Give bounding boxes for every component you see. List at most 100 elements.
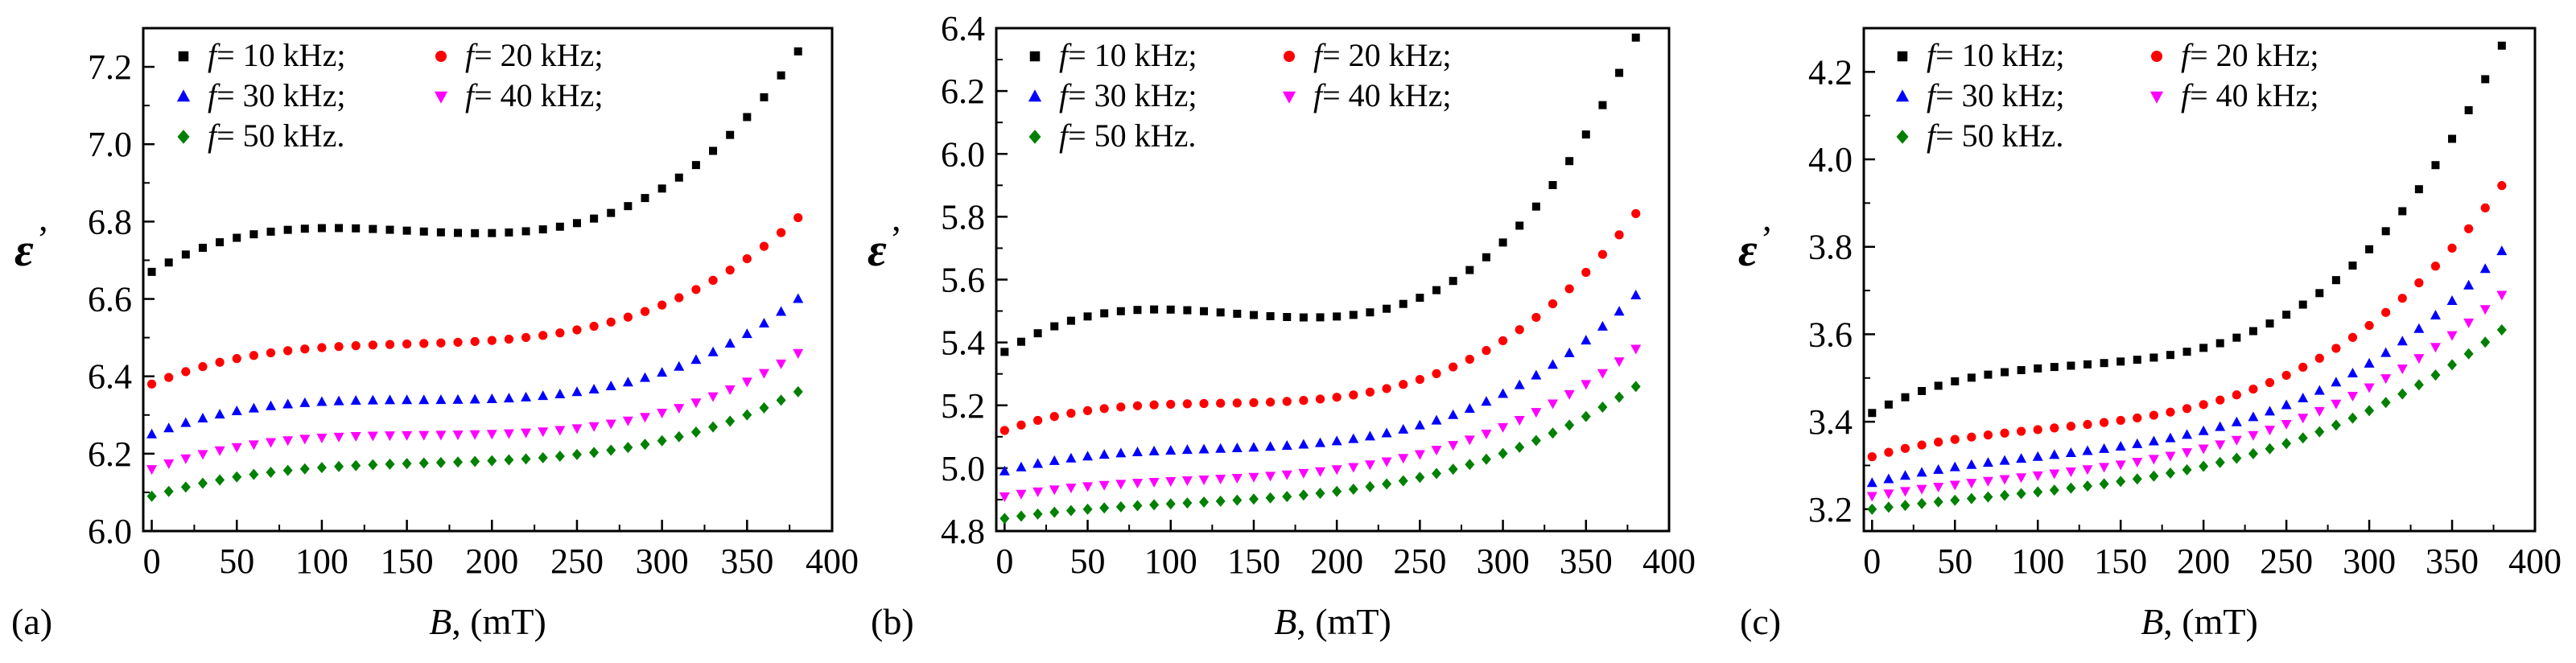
legend-marker (1284, 51, 1295, 62)
data-point (316, 462, 327, 474)
data-point (2281, 370, 2291, 381)
legend-marker (1896, 130, 1909, 144)
data-point (1498, 336, 1508, 346)
data-point (1565, 157, 1574, 166)
data-point (2016, 488, 2026, 500)
data-point (2496, 290, 2508, 301)
data-point (725, 415, 736, 427)
data-point (470, 455, 480, 467)
data-point (266, 227, 275, 236)
data-point (1464, 435, 1475, 446)
x-tick-label: 350 (720, 542, 773, 581)
data-point (2430, 343, 2441, 353)
series-2 (999, 208, 1641, 435)
legend-marker (435, 51, 447, 62)
plot-frame (1862, 27, 2537, 533)
legend-entry: f= 30 kHz; (208, 77, 345, 113)
data-point (1967, 373, 1976, 382)
data-point (758, 369, 769, 379)
legend-entry: f= 40 kHz; (465, 77, 603, 113)
data-point (999, 513, 1010, 525)
data-point (2215, 421, 2226, 431)
data-point (2298, 414, 2309, 424)
data-point (1016, 510, 1026, 522)
series-4 (999, 344, 1642, 503)
data-point (180, 454, 192, 464)
data-point (1381, 427, 1392, 438)
data-point (2148, 435, 2159, 446)
data-point (1299, 396, 1309, 406)
data-point (2265, 406, 2276, 416)
data-point (2414, 278, 2424, 288)
data-point (283, 346, 293, 356)
data-point (1348, 463, 1359, 473)
data-point (1432, 467, 1442, 480)
data-point (2314, 426, 2325, 438)
data-point (1332, 485, 1342, 497)
series-4 (1866, 290, 2508, 502)
data-point (2448, 134, 2457, 143)
data-point (1100, 309, 1109, 318)
legend-marker (177, 130, 190, 144)
data-point (640, 307, 650, 316)
data-point (2248, 447, 2258, 459)
data-point (1148, 445, 1160, 455)
x-tick-label: 400 (806, 542, 859, 581)
data-point (215, 357, 225, 367)
data-point (2315, 289, 2324, 298)
data-point (2364, 357, 2375, 368)
data-point (1265, 397, 1276, 407)
data-point (741, 377, 752, 388)
data-point (588, 383, 600, 393)
x-tick-label: 200 (465, 542, 518, 581)
data-point (1934, 437, 1943, 447)
data-point (1149, 499, 1160, 511)
legend-text: = 20 kHz; (474, 37, 603, 73)
data-point (1399, 299, 1408, 308)
data-point (1966, 459, 1977, 469)
data-point (1916, 484, 1927, 495)
data-point (691, 161, 700, 170)
x-tick-label: 150 (2094, 542, 2147, 581)
y-axis-title: ε’ (1738, 218, 1773, 276)
data-point (333, 395, 344, 406)
data-point (164, 373, 174, 382)
data-point (1933, 463, 1944, 474)
data-point (2082, 445, 2093, 455)
data-point (282, 398, 294, 409)
x-tick-label: 0 (143, 542, 161, 581)
x-tick-label: 250 (2260, 542, 2313, 581)
data-point (1032, 508, 1043, 520)
x-tick-label: 0 (1863, 542, 1881, 581)
data-point (1581, 410, 1591, 422)
data-point (1050, 322, 1059, 331)
data-point (1866, 477, 1877, 488)
data-point (2000, 489, 2010, 501)
data-point (2430, 261, 2441, 271)
data-point (1597, 249, 1608, 259)
data-point (2182, 463, 2192, 476)
data-point (351, 459, 361, 472)
data-point (1630, 290, 1642, 300)
legend-entry: f= 30 kHz; (1059, 77, 1197, 113)
legend-entry: f= 40 kHz; (2181, 77, 2318, 113)
data-point (1415, 374, 1424, 385)
data-point (1215, 443, 1226, 453)
data-point (999, 426, 1009, 435)
data-point (759, 241, 769, 251)
data-point (266, 348, 276, 358)
data-point (521, 453, 531, 465)
data-point (2066, 422, 2076, 431)
data-point (1332, 393, 1342, 402)
data-point (707, 392, 719, 402)
data-point (1231, 473, 1243, 484)
data-point (1049, 485, 1060, 496)
data-point (2215, 339, 2224, 348)
series-3 (146, 293, 804, 439)
data-point (2497, 181, 2507, 191)
data-point (2298, 432, 2308, 444)
legend-text: = 50 kHz. (216, 117, 344, 154)
data-point (674, 360, 685, 371)
data-point (1233, 309, 1242, 318)
x-tick-label: 200 (1310, 542, 1363, 581)
